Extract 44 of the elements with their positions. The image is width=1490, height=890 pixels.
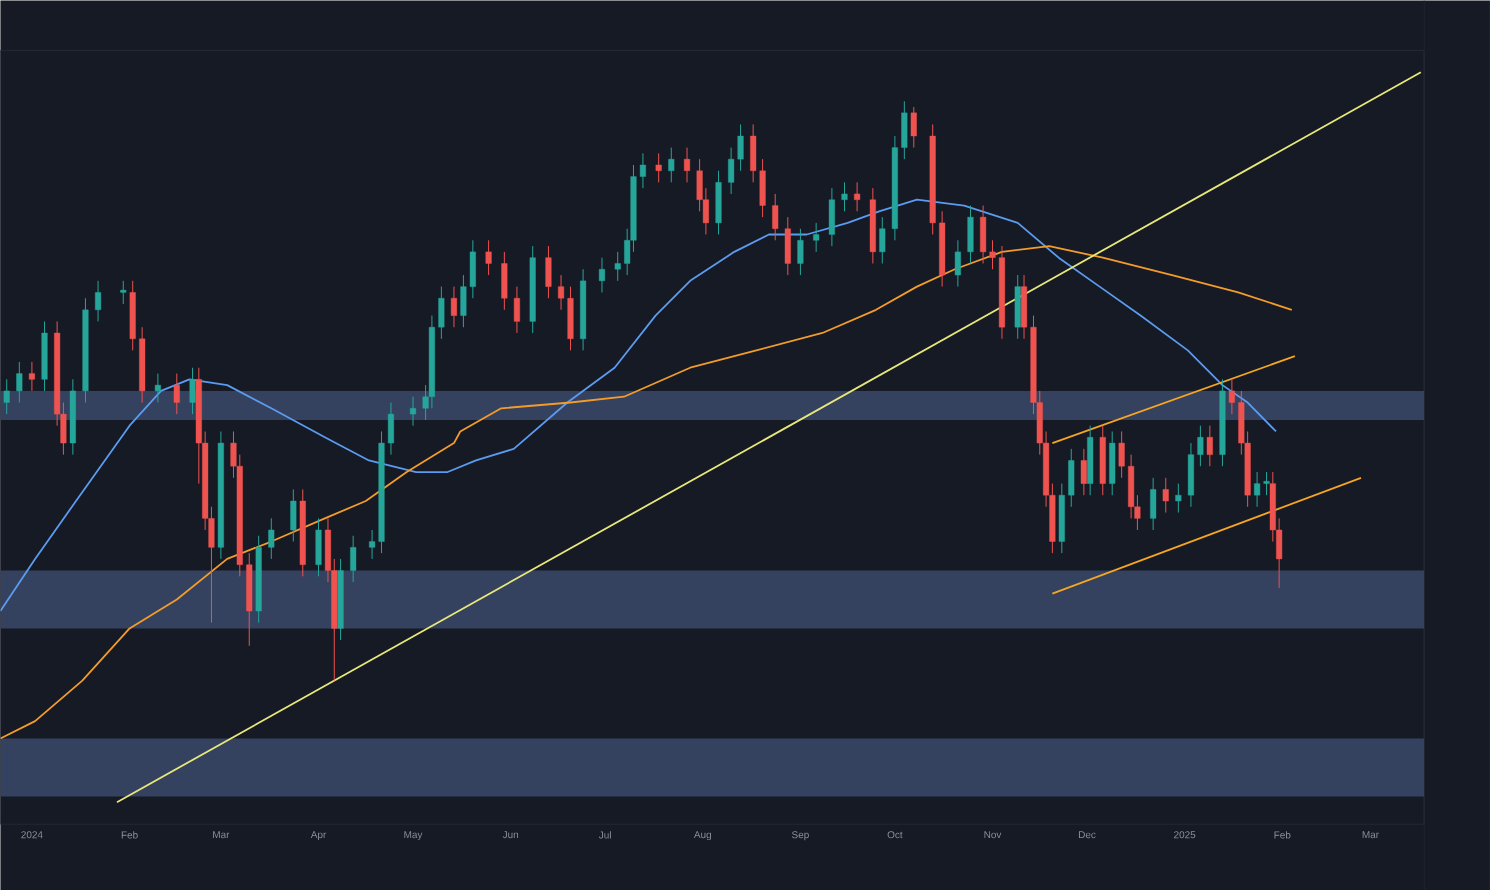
candlestick <box>290 488 297 542</box>
candlestick <box>189 366 196 415</box>
candlestick <box>3 378 10 415</box>
candlestick <box>154 372 161 403</box>
candlestick <box>41 320 48 392</box>
candlestick <box>655 152 662 183</box>
candlestick <box>1150 477 1157 531</box>
candlestick <box>1162 477 1169 513</box>
candlestick <box>784 216 791 276</box>
candlestick <box>1014 274 1021 340</box>
candlestick <box>772 193 779 241</box>
candlestick <box>173 372 180 415</box>
candlestick <box>450 285 457 328</box>
candlestick <box>545 245 552 299</box>
candlestick <box>828 187 835 247</box>
candlestick <box>854 181 861 212</box>
candlestick <box>967 204 974 264</box>
candlestick <box>797 227 804 276</box>
candlestick <box>813 222 820 253</box>
candlestick <box>268 517 275 560</box>
candlestick <box>485 239 492 276</box>
candlestick <box>16 361 23 403</box>
candlestick <box>513 285 520 334</box>
candlestick <box>409 395 417 426</box>
candlestick <box>1080 448 1087 496</box>
candlestick <box>28 361 35 392</box>
candlestick <box>501 251 508 311</box>
candlestick <box>1109 430 1116 496</box>
candlestick <box>1087 424 1094 496</box>
candlestick <box>315 517 322 577</box>
candlestick <box>715 170 722 235</box>
candlestick <box>95 280 102 322</box>
candlestick <box>1206 424 1213 467</box>
candlestick <box>120 280 127 305</box>
candlestick <box>879 216 886 264</box>
candlestick <box>683 146 691 183</box>
candlestick <box>668 146 675 183</box>
candlestick <box>954 239 961 287</box>
candlestick <box>1175 482 1182 513</box>
candlestick <box>841 181 848 212</box>
candlestick <box>598 256 606 293</box>
candlestick <box>1099 424 1106 496</box>
candlestick <box>350 535 357 583</box>
candlestick <box>910 106 917 148</box>
